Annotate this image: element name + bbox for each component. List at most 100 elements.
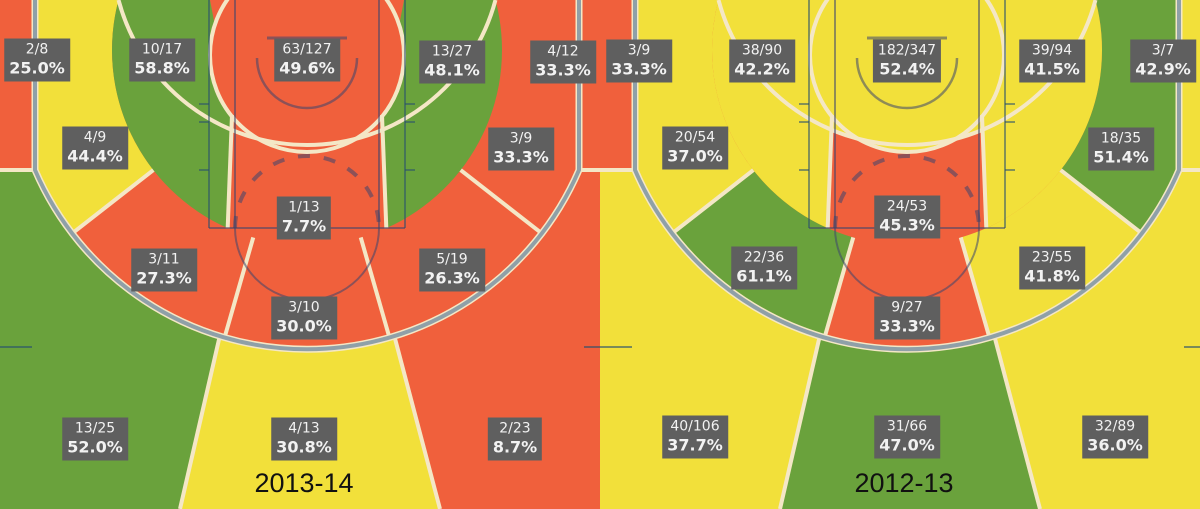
- made-attempted: 4/13: [288, 420, 320, 437]
- fg-percentage: 33.3%: [493, 147, 549, 167]
- zone-label: 2/8 25.0%: [4, 38, 70, 82]
- zone-label: 4/9 44.4%: [62, 126, 128, 170]
- zone-label: 38/90 42.2%: [729, 39, 795, 83]
- restricted-arc: [255, 57, 359, 110]
- made-attempted: 3/7: [1151, 42, 1175, 59]
- fg-percentage: 47.0%: [879, 435, 935, 455]
- made-attempted: 3/10: [288, 299, 320, 316]
- fg-percentage: 41.8%: [1024, 266, 1080, 286]
- fg-percentage: 61.1%: [736, 266, 792, 286]
- restricted-arc: [855, 57, 959, 110]
- made-attempted: 38/90: [741, 42, 783, 59]
- zone-label: 4/13 30.8%: [271, 417, 337, 461]
- zone-left-corner-3: [0, 0, 35, 170]
- made-attempted: 1/13: [288, 199, 320, 216]
- zone-divider: [1059, 168, 1142, 234]
- made-attempted: 22/36: [743, 249, 785, 266]
- made-attempted: 3/9: [627, 42, 651, 59]
- zone-divider: [823, 236, 856, 336]
- fg-percentage: 44.4%: [67, 146, 123, 166]
- made-attempted: 23/55: [1031, 249, 1073, 266]
- made-attempted: 24/53: [886, 198, 928, 215]
- shot-chart-2013-14: 2/8 25.0% 10/17 58.8% 63/127 49.6% 13/27 48.1% 4…: [0, 0, 600, 509]
- made-attempted: 32/89: [1094, 418, 1136, 435]
- zone-label: 32/89 36.0%: [1082, 415, 1148, 459]
- fg-percentage: 45.3%: [879, 215, 935, 235]
- fg-percentage: 30.8%: [276, 437, 332, 457]
- fg-percentage: 8.7%: [492, 437, 538, 457]
- fg-percentage: 7.7%: [281, 216, 327, 236]
- zone-label: 3/9 33.3%: [488, 127, 554, 171]
- zone-label: 13/27 48.1%: [419, 40, 485, 84]
- zone-label: 182/347 52.4%: [872, 39, 942, 83]
- zone-divider: [380, 114, 389, 229]
- made-attempted: 20/54: [674, 129, 716, 146]
- zone-label: 20/54 37.0%: [662, 126, 728, 170]
- zone-label: 1/13 7.7%: [276, 196, 332, 240]
- zone-label: 40/106 37.7%: [662, 415, 728, 459]
- made-attempted: 182/347: [877, 42, 937, 59]
- fg-percentage: 48.1%: [424, 60, 480, 80]
- made-attempted: 39/94: [1031, 42, 1073, 59]
- fg-percentage: 30.0%: [276, 316, 332, 336]
- fg-percentage: 33.3%: [611, 59, 667, 79]
- made-attempted: 9/27: [891, 299, 923, 316]
- zone-label: 3/11 27.3%: [131, 248, 197, 292]
- fg-percentage: 27.3%: [136, 268, 192, 288]
- made-attempted: 4/12: [547, 43, 579, 60]
- zone-label: 31/66 47.0%: [874, 415, 940, 459]
- fg-percentage: 33.3%: [535, 60, 591, 80]
- free-throw-circle-dashed: [233, 154, 381, 229]
- made-attempted: 4/9: [83, 129, 107, 146]
- fg-percentage: 33.3%: [879, 316, 935, 336]
- zone-divider: [459, 168, 542, 234]
- fg-percentage: 51.4%: [1093, 147, 1149, 167]
- fg-percentage: 37.0%: [667, 146, 723, 166]
- season-title: 2013-14: [254, 468, 354, 498]
- made-attempted: 5/19: [436, 251, 468, 268]
- zone-divider: [391, 332, 442, 509]
- zone-label: 4/12 33.3%: [530, 40, 596, 84]
- zone-divider: [672, 168, 755, 234]
- fg-percentage: 36.0%: [1087, 435, 1143, 455]
- made-attempted: 13/25: [74, 420, 116, 437]
- zone-divider: [778, 332, 823, 509]
- made-attempted: 2/23: [499, 420, 531, 437]
- season-title: 2012-13: [854, 468, 954, 498]
- fg-percentage: 37.7%: [667, 435, 723, 455]
- zone-label: 63/127 49.6%: [274, 38, 340, 82]
- made-attempted: 3/9: [509, 130, 533, 147]
- fg-percentage: 49.6%: [279, 58, 335, 78]
- shot-chart-2012-13: 3/9 33.3% 38/90 42.2% 182/347 52.4% 39/94 41.5%…: [600, 0, 1200, 509]
- made-attempted: 2/8: [25, 41, 49, 58]
- fg-percentage: 26.3%: [424, 268, 480, 288]
- made-attempted: 10/17: [141, 41, 183, 58]
- fg-percentage: 25.0%: [9, 58, 65, 78]
- zone-label: 3/10 30.0%: [271, 296, 337, 340]
- zone-divider: [223, 236, 256, 336]
- zone-label: 13/25 52.0%: [62, 417, 128, 461]
- zone-divider: [980, 114, 989, 229]
- made-attempted: 18/35: [1100, 130, 1142, 147]
- zone-label: 9/27 33.3%: [874, 296, 940, 340]
- zone-label: 2/23 8.7%: [487, 417, 543, 461]
- made-attempted: 40/106: [670, 418, 720, 435]
- zone-label: 23/55 41.8%: [1019, 246, 1085, 290]
- zone-divider: [958, 236, 991, 336]
- made-attempted: 63/127: [282, 41, 332, 58]
- zone-left-corner-3: [600, 0, 635, 170]
- zone-label: 24/53 45.3%: [874, 195, 940, 239]
- zone-divider: [72, 168, 155, 234]
- free-throw-circle-dashed: [833, 154, 981, 229]
- fg-percentage: 42.9%: [1135, 59, 1191, 79]
- zone-divider: [178, 332, 223, 509]
- three-point-line: [33, 0, 581, 352]
- zone-divider: [225, 114, 234, 229]
- zone-divider: [991, 332, 1042, 509]
- made-attempted: 3/11: [148, 251, 180, 268]
- zone-label: 10/17 58.8%: [129, 38, 195, 82]
- zone-label: 3/7 42.9%: [1130, 39, 1196, 83]
- zone-divider: [825, 114, 834, 229]
- made-attempted: 31/66: [886, 418, 928, 435]
- made-attempted: 13/27: [431, 43, 473, 60]
